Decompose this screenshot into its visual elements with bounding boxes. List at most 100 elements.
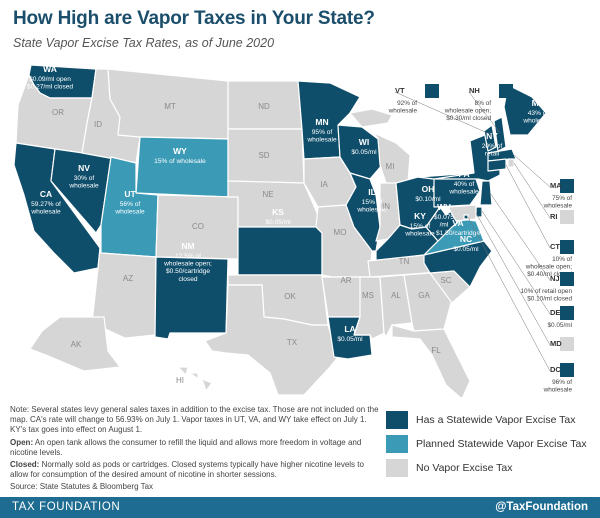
state-label-nc: NC bbox=[460, 234, 472, 244]
state-label-nm: NM bbox=[181, 241, 194, 251]
callout-label-nj: NJ bbox=[550, 274, 560, 283]
callout-label-vt: VT bbox=[395, 86, 405, 95]
callout-swatch-ri[interactable] bbox=[560, 210, 574, 224]
callout-line-ri bbox=[513, 162, 551, 219]
callout-line-nh bbox=[468, 91, 501, 134]
state-label-la: LA bbox=[344, 324, 355, 334]
state-label-tn: TN bbox=[399, 257, 410, 266]
state-rate-ky: 15% of wholesale bbox=[404, 223, 435, 238]
state-hi[interactable] bbox=[177, 366, 213, 392]
state-label-ak: AK bbox=[71, 340, 82, 349]
state-rate-ut: 56% of wholesale bbox=[114, 201, 145, 216]
callout-label-ri: RI bbox=[550, 212, 558, 221]
state-rate-nv: 30% of wholesale bbox=[68, 175, 99, 190]
state-ks[interactable] bbox=[237, 226, 323, 276]
state-ct[interactable] bbox=[487, 158, 507, 172]
state-rate-oh: $0.10/ml bbox=[415, 196, 441, 203]
state-nc[interactable] bbox=[423, 240, 493, 288]
state-label-ia: IA bbox=[320, 180, 328, 189]
state-label-wy: WY bbox=[173, 146, 187, 156]
state-dc[interactable] bbox=[463, 214, 469, 220]
state-nj[interactable] bbox=[479, 180, 493, 206]
us-vapor-tax-map: WA $0.09/ml open $0.27/ml closed OR CA 59.27%… bbox=[13, 64, 574, 397]
legend-label-tax: Has a Statewide Vapor Excise Tax bbox=[416, 414, 576, 426]
open-label: Open: bbox=[10, 437, 34, 447]
state-rate-il: 15% of wholesale bbox=[356, 199, 387, 214]
state-ri[interactable] bbox=[507, 158, 515, 168]
state-label-in: IN bbox=[382, 202, 390, 211]
state-label-id: ID bbox=[94, 120, 102, 129]
legend-item-none: No Vapor Excise Tax bbox=[386, 457, 596, 479]
open-text: An open tank allows the consumer to refi… bbox=[10, 437, 362, 457]
callout-swatch-vt[interactable] bbox=[425, 84, 439, 98]
callout-swatch-ma[interactable] bbox=[560, 179, 574, 193]
callout-rate-nj: 10% of retail open $0.10/ml closed bbox=[520, 288, 572, 302]
state-rate-ks: $0.05/ml bbox=[265, 219, 291, 226]
state-vt[interactable] bbox=[483, 124, 497, 152]
callout-label-nh: NH bbox=[469, 86, 480, 95]
callout-rate-ct: 10% of wholesale open; $0.40/ml closed bbox=[525, 256, 573, 278]
callout-swatch-de[interactable] bbox=[560, 306, 574, 320]
state-label-pa: PA bbox=[458, 169, 469, 179]
callout-swatch-md[interactable] bbox=[560, 337, 574, 351]
state-label-hi: HI bbox=[176, 376, 184, 385]
footer-bar: TAX FOUNDATION @TaxFoundation bbox=[0, 497, 600, 518]
state-label-wv: WV bbox=[437, 202, 451, 212]
note-text: Note: Several states levy general sales … bbox=[10, 405, 379, 435]
footer-handle[interactable]: @TaxFoundation bbox=[495, 501, 588, 513]
state-me[interactable] bbox=[503, 84, 547, 136]
map-notes: Note: Several states levy general sales … bbox=[10, 405, 382, 495]
state-label-al: AL bbox=[391, 291, 401, 300]
state-label-fl: FL bbox=[431, 346, 441, 355]
closed-text: Normally sold as pods or cartridges. Clo… bbox=[10, 460, 364, 480]
callout-swatch-nh[interactable] bbox=[499, 84, 513, 98]
callout-swatch-ct[interactable] bbox=[560, 240, 574, 254]
legend-item-planned: Planned Statewide Vapor Excise Tax bbox=[386, 433, 596, 455]
state-label-va: VA bbox=[452, 218, 463, 228]
state-label-oh: OH bbox=[422, 184, 435, 194]
state-label-or: OR bbox=[52, 108, 64, 117]
callout-line-md bbox=[475, 212, 551, 346]
state-label-tx: TX bbox=[287, 338, 298, 347]
state-ma[interactable] bbox=[487, 148, 517, 162]
state-label-mt: MT bbox=[164, 102, 176, 111]
callout-rate-de: $0.05/ml bbox=[547, 322, 572, 329]
state-label-nv: NV bbox=[78, 163, 90, 173]
state-ak[interactable] bbox=[29, 316, 121, 372]
state-rate-ny: 20% of retail bbox=[482, 143, 503, 158]
state-label-me: ME bbox=[532, 98, 545, 108]
state-rate-va: $1.50/cartridge bbox=[436, 230, 480, 237]
callout-line-dc bbox=[467, 216, 551, 372]
callout-swatch-dc[interactable] bbox=[560, 363, 574, 377]
state-label-ca: CA bbox=[40, 189, 52, 199]
callout-swatch-nj[interactable] bbox=[560, 272, 574, 286]
state-rate-pa: 40% of wholesale bbox=[448, 181, 479, 196]
callout-label-dc: DC bbox=[550, 365, 561, 374]
state-rate-wy: 15% of wholesale bbox=[154, 158, 206, 165]
state-rate-la: $0.05/ml bbox=[337, 336, 363, 343]
state-label-az: AZ bbox=[123, 274, 133, 283]
state-wi[interactable] bbox=[337, 124, 383, 180]
state-md[interactable] bbox=[447, 204, 477, 222]
map-subtitle: State Vapor Excise Tax Rates, as of June… bbox=[13, 36, 275, 50]
state-nh[interactable] bbox=[493, 116, 507, 152]
state-tx[interactable] bbox=[204, 284, 339, 396]
state-label-ny: NY bbox=[486, 131, 498, 141]
callout-line-nj bbox=[489, 192, 551, 281]
legend-swatch-tax bbox=[386, 411, 408, 429]
state-de[interactable] bbox=[475, 206, 483, 218]
state-nm[interactable] bbox=[154, 256, 229, 340]
state-label-ms: MS bbox=[362, 291, 374, 300]
callout-line-vt bbox=[394, 91, 493, 136]
legend-label-none: No Vapor Excise Tax bbox=[416, 462, 513, 474]
state-label-mo: MO bbox=[334, 228, 347, 237]
state-label-co: CO bbox=[192, 222, 204, 231]
state-il[interactable] bbox=[345, 172, 381, 252]
footer-brand: TAX FOUNDATION bbox=[12, 501, 121, 513]
state-fl[interactable] bbox=[391, 324, 471, 397]
state-label-wa: WA bbox=[43, 64, 57, 74]
legend-swatch-planned bbox=[386, 435, 408, 453]
state-rate-nm: 12.5% of wholesale open; $0.50/cartridge cl… bbox=[163, 253, 212, 283]
open-definition: Open: An open tank allows the consumer t… bbox=[10, 438, 382, 458]
state-label-sc: SC bbox=[440, 276, 451, 285]
